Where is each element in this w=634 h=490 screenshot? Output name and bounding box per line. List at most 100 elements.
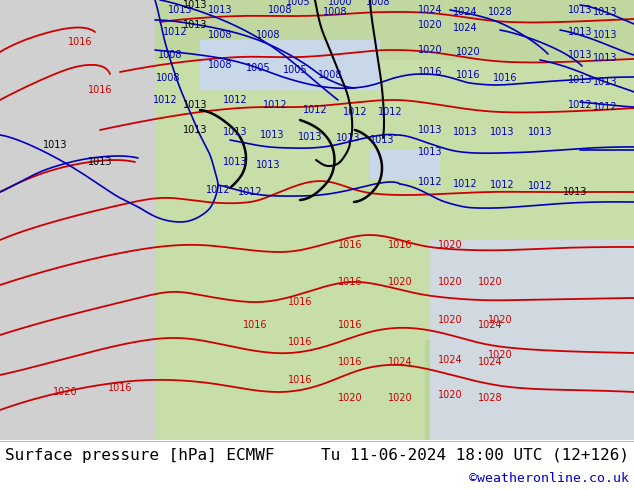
Text: 1013: 1013 xyxy=(223,157,247,167)
Text: 1013: 1013 xyxy=(256,160,280,170)
Text: 1008: 1008 xyxy=(256,30,280,40)
Text: 1016: 1016 xyxy=(87,85,112,95)
Text: 1013: 1013 xyxy=(489,127,514,137)
Text: 1020: 1020 xyxy=(456,47,481,57)
Text: 1016: 1016 xyxy=(338,357,362,367)
Text: 1013: 1013 xyxy=(168,5,192,15)
Text: 1016: 1016 xyxy=(288,337,313,347)
Text: 1008: 1008 xyxy=(156,73,180,83)
Text: 1012: 1012 xyxy=(223,95,247,105)
Text: 1013: 1013 xyxy=(260,130,284,140)
Text: 1013: 1013 xyxy=(593,53,618,63)
Bar xyxy=(155,0,425,440)
Text: 1013: 1013 xyxy=(568,5,592,15)
Text: 1008: 1008 xyxy=(208,60,232,70)
Text: 1013: 1013 xyxy=(208,5,232,15)
Text: 1020: 1020 xyxy=(477,277,502,287)
Text: 1020: 1020 xyxy=(338,393,362,403)
Text: 1013: 1013 xyxy=(563,187,587,197)
Text: 1024: 1024 xyxy=(437,355,462,365)
Text: 1020: 1020 xyxy=(53,387,77,397)
Text: Surface pressure [hPa] ECMWF: Surface pressure [hPa] ECMWF xyxy=(5,447,275,463)
Text: 1016: 1016 xyxy=(288,375,313,385)
Text: 1012: 1012 xyxy=(302,105,327,115)
Text: 1012: 1012 xyxy=(593,102,618,112)
Text: 1020: 1020 xyxy=(418,45,443,55)
Text: 1008: 1008 xyxy=(268,5,292,15)
Text: 1016: 1016 xyxy=(243,320,268,330)
Text: ©weatheronline.co.uk: ©weatheronline.co.uk xyxy=(469,471,629,485)
Text: 1012: 1012 xyxy=(163,27,187,37)
Text: 1013: 1013 xyxy=(568,50,592,60)
Text: 1016: 1016 xyxy=(456,70,480,80)
Bar xyxy=(400,0,634,340)
Text: 1013: 1013 xyxy=(336,133,360,143)
Text: 1008: 1008 xyxy=(366,0,391,7)
Text: 1013: 1013 xyxy=(87,157,112,167)
Text: 1012: 1012 xyxy=(489,180,514,190)
Text: 1016: 1016 xyxy=(418,67,443,77)
Text: 1013: 1013 xyxy=(593,30,618,40)
Text: 1012: 1012 xyxy=(378,107,403,117)
Text: 1016: 1016 xyxy=(338,240,362,250)
Text: 1013: 1013 xyxy=(453,127,477,137)
Text: 1024: 1024 xyxy=(477,320,502,330)
Text: 1020: 1020 xyxy=(387,277,412,287)
FancyBboxPatch shape xyxy=(200,40,380,90)
Text: 1016: 1016 xyxy=(338,320,362,330)
Text: 1012: 1012 xyxy=(567,100,592,110)
Text: 1016: 1016 xyxy=(108,383,133,393)
Text: 1013: 1013 xyxy=(298,132,322,142)
Text: 1013: 1013 xyxy=(183,125,207,135)
Bar xyxy=(370,150,440,180)
Text: 1024: 1024 xyxy=(477,357,502,367)
Text: 1012: 1012 xyxy=(527,181,552,191)
Text: 1008: 1008 xyxy=(323,7,347,17)
Text: 1016: 1016 xyxy=(388,240,412,250)
Text: 1020: 1020 xyxy=(488,350,512,360)
Text: 1005: 1005 xyxy=(286,0,310,7)
Text: 1028: 1028 xyxy=(488,7,512,17)
Text: 1012: 1012 xyxy=(453,179,477,189)
Text: 1005: 1005 xyxy=(246,63,270,73)
Text: 1020: 1020 xyxy=(437,390,462,400)
Text: 1013: 1013 xyxy=(527,127,552,137)
Text: 1028: 1028 xyxy=(477,393,502,403)
Text: 1016: 1016 xyxy=(493,73,517,83)
Text: 1020: 1020 xyxy=(437,315,462,325)
Text: 1024: 1024 xyxy=(453,7,477,17)
Text: 1013: 1013 xyxy=(183,100,207,110)
Text: 1012: 1012 xyxy=(153,95,178,105)
Text: 1020: 1020 xyxy=(418,20,443,30)
Text: 1000: 1000 xyxy=(328,0,353,7)
Text: 1016: 1016 xyxy=(68,37,93,47)
Text: 1008: 1008 xyxy=(158,50,182,60)
Text: 1013: 1013 xyxy=(223,127,247,137)
Text: 1012: 1012 xyxy=(205,185,230,195)
Text: 1008: 1008 xyxy=(208,30,232,40)
Text: 1013: 1013 xyxy=(568,27,592,37)
Text: 1020: 1020 xyxy=(488,315,512,325)
Text: 1013: 1013 xyxy=(42,140,67,150)
Text: 1024: 1024 xyxy=(418,5,443,15)
Text: 1013: 1013 xyxy=(183,0,207,10)
Text: 1013: 1013 xyxy=(593,77,618,87)
Text: 1013: 1013 xyxy=(568,75,592,85)
Text: 1016: 1016 xyxy=(338,277,362,287)
Text: 1005: 1005 xyxy=(283,65,307,75)
Text: 1012: 1012 xyxy=(238,187,262,197)
Text: 1016: 1016 xyxy=(288,297,313,307)
Text: 1013: 1013 xyxy=(370,135,394,145)
Text: 1020: 1020 xyxy=(387,393,412,403)
Text: 1012: 1012 xyxy=(343,107,367,117)
Text: 1012: 1012 xyxy=(418,177,443,187)
Text: 1020: 1020 xyxy=(437,240,462,250)
Text: 1013: 1013 xyxy=(593,7,618,17)
Text: 1013: 1013 xyxy=(418,125,443,135)
Bar xyxy=(430,240,634,440)
Bar xyxy=(155,0,634,440)
Text: 1024: 1024 xyxy=(387,357,412,367)
Text: 1013: 1013 xyxy=(418,147,443,157)
Text: Tu 11-06-2024 18:00 UTC (12+126): Tu 11-06-2024 18:00 UTC (12+126) xyxy=(321,447,629,463)
Text: 1013: 1013 xyxy=(183,20,207,30)
